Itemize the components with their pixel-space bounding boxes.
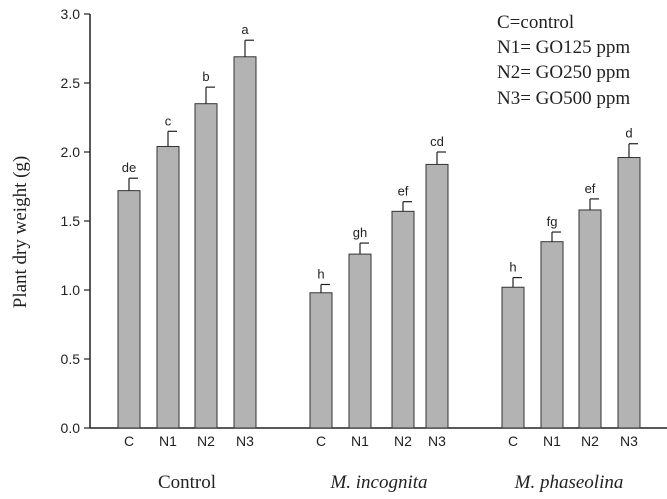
bar: [156, 145, 180, 429]
legend-item: N2= GO250 ppm: [497, 62, 630, 83]
x-tick-label: N1: [159, 433, 177, 449]
legend: C=control N1= GO125 ppm N2= GO250 ppm N3…: [497, 12, 630, 109]
y-tick-label: 2.5: [61, 75, 81, 91]
x-tick-label: N2: [197, 433, 215, 449]
significance-label: h: [509, 260, 516, 275]
group-label: M. phaseolina: [514, 472, 624, 493]
bar: [233, 56, 257, 429]
significance-label: de: [122, 160, 136, 175]
group-label: M. incognita: [329, 472, 427, 493]
bar: [194, 103, 218, 429]
bar: [617, 157, 641, 429]
significance-label: c: [165, 113, 172, 128]
y-tick-label: 1.5: [61, 213, 81, 229]
y-tick-label: 1.0: [61, 282, 81, 298]
legend-item: N3= GO500 ppm: [497, 88, 630, 109]
significance-label: b: [202, 69, 209, 84]
x-tick-label: N3: [620, 433, 638, 449]
y-tick-label: 3.0: [61, 6, 81, 22]
x-tick-label: N1: [351, 433, 369, 449]
legend-item: C=control: [497, 12, 574, 33]
x-tick-label: N2: [394, 433, 412, 449]
x-tick-label: N1: [543, 433, 561, 449]
significance-label: fg: [547, 214, 558, 229]
x-tick-label: C: [508, 433, 518, 449]
legend-item: N1= GO125 ppm: [497, 37, 630, 58]
bar: [578, 209, 602, 429]
significance-label: ef: [398, 184, 409, 199]
plot-area: 0.0 0.5 1.0 1.5 2.0 2.5 3.0 de Cc N1 b N2 a N3 Control…: [61, 6, 667, 493]
significance-label: d: [625, 126, 632, 141]
bar: [348, 253, 372, 429]
bar: [391, 210, 415, 429]
y-tick-label: 2.0: [61, 144, 81, 160]
bar: [540, 241, 564, 429]
y-tick-label: 0.0: [61, 420, 81, 436]
significance-label: a: [241, 22, 249, 37]
y-axis-label: Plant dry weight (g): [10, 156, 31, 309]
x-tick-label: N3: [236, 433, 254, 449]
group-label: Control: [158, 472, 216, 493]
significance-label: gh: [353, 225, 367, 240]
significance-label: h: [317, 266, 324, 281]
bar: [117, 190, 141, 429]
y-tick-label: 0.5: [61, 351, 81, 367]
bar: [425, 163, 449, 429]
significance-label: ef: [585, 181, 596, 196]
x-tick-label: N3: [428, 433, 446, 449]
bar: [501, 286, 525, 429]
significance-label: cd: [430, 134, 444, 149]
x-tick-label: C: [316, 433, 326, 449]
x-tick-label: N2: [581, 433, 599, 449]
x-tick-label: C: [124, 433, 134, 449]
bar: [309, 292, 333, 429]
